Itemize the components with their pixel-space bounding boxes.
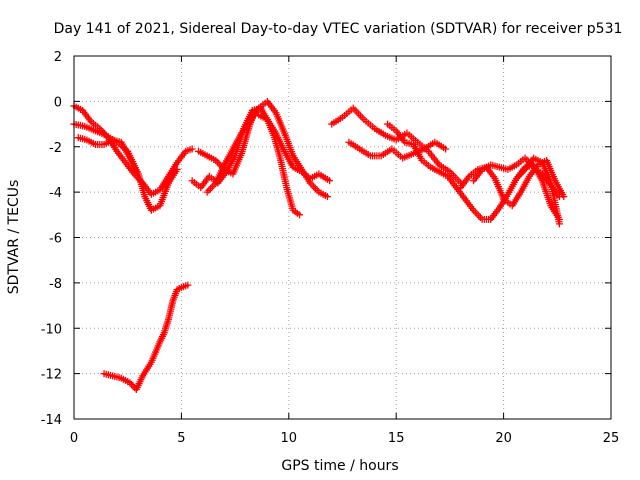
data-marks (70, 97, 568, 394)
x-tick-label: 10 (281, 431, 298, 446)
data-point (442, 145, 450, 153)
series-track-7 (195, 104, 265, 178)
series-track-4 (100, 281, 192, 394)
x-tick-label: 25 (603, 431, 620, 446)
series-track-10 (345, 138, 450, 162)
data-point (132, 168, 140, 176)
y-tick-label: 2 (54, 50, 62, 65)
x-tick-labels: 0 5 10 15 20 25 (70, 431, 619, 446)
series-track-3 (74, 134, 140, 176)
x-tick-label: 5 (177, 431, 185, 446)
data-point (296, 211, 304, 219)
y-tick-label: 0 (54, 95, 62, 110)
y-tick-label: -6 (49, 232, 62, 247)
x-axis-title: GPS time / hours (281, 458, 398, 474)
y-tick-label: -2 (49, 141, 62, 156)
chart-title: Day 141 of 2021, Sidereal Day-to-day VTE… (54, 21, 623, 37)
y-axis-title: SDTVAR / TECUs (6, 180, 22, 295)
series-track-12 (457, 156, 568, 210)
data-point (555, 220, 563, 228)
y-tick-label: -8 (49, 277, 62, 292)
data-point (257, 104, 265, 112)
y-tick-label: -4 (49, 186, 62, 201)
y-tick-label: -14 (41, 413, 62, 428)
data-point (173, 165, 181, 173)
data-point (188, 145, 196, 153)
axis-ticks (73, 55, 612, 420)
y-tick-labels: -14 -12 -10 -8 -6 -4 -2 0 2 (41, 50, 62, 428)
data-point (323, 193, 331, 201)
y-tick-label: -10 (41, 322, 62, 337)
data-point (184, 281, 192, 289)
series-track-8 (255, 111, 334, 185)
x-tick-label: 15 (388, 431, 405, 446)
x-tick-label: 20 (495, 431, 512, 446)
data-point (555, 193, 563, 201)
data-point (326, 177, 334, 185)
y-tick-label: -12 (41, 368, 62, 383)
series-track-14 (512, 154, 563, 228)
grid (74, 56, 611, 419)
x-tick-label: 0 (70, 431, 78, 446)
